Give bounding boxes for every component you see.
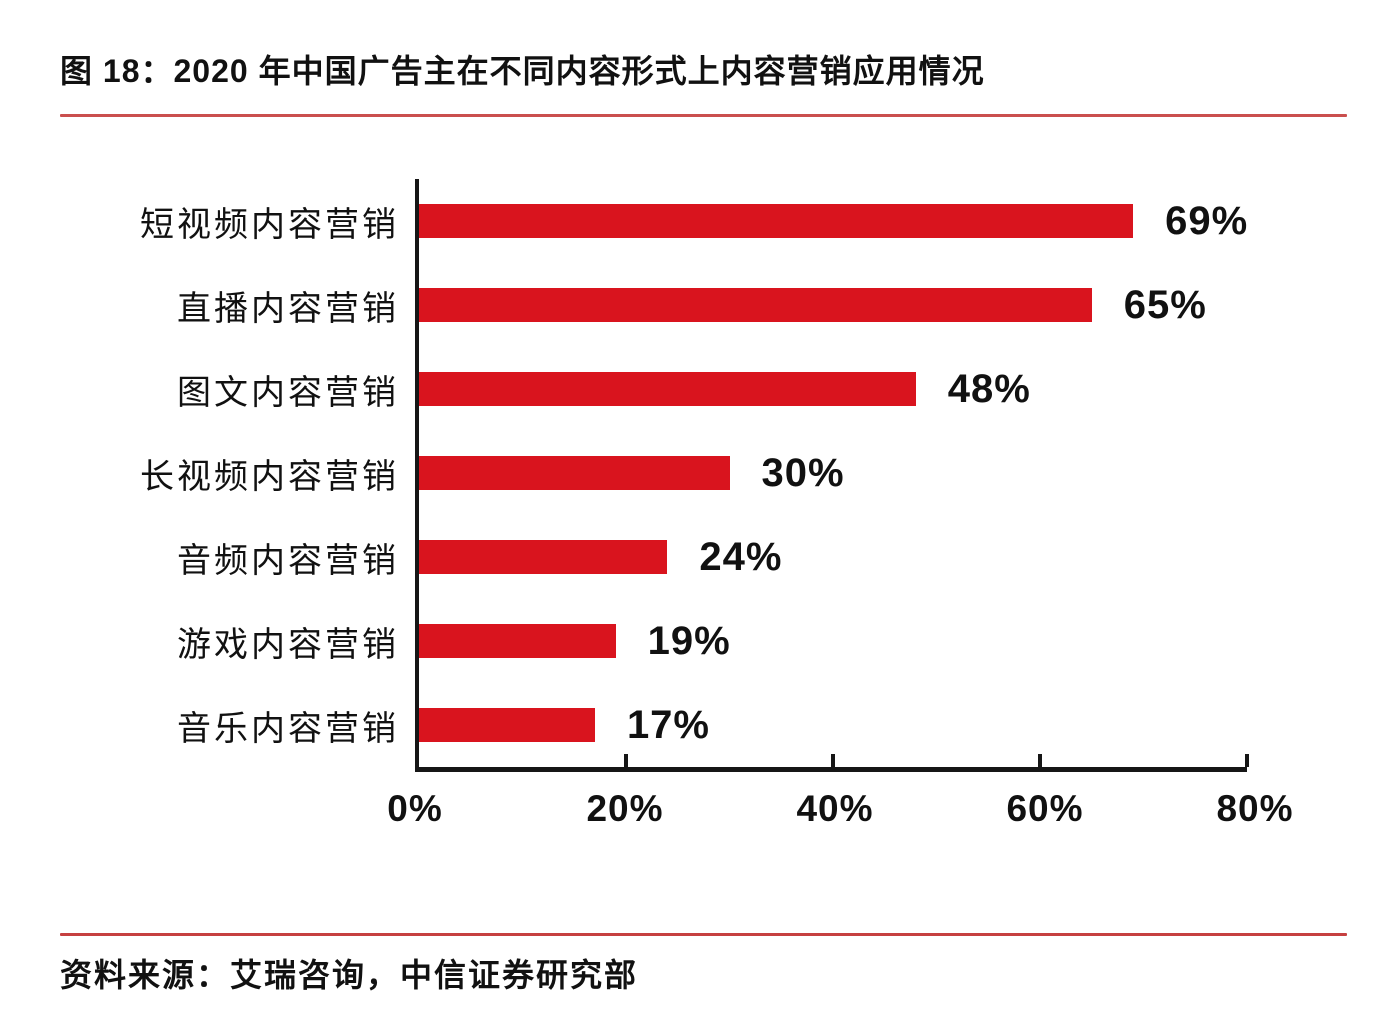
value-label: 24%: [699, 534, 783, 579]
bar-row: 48%: [419, 347, 1247, 431]
value-label: 30%: [761, 450, 845, 495]
value-label: 69%: [1165, 198, 1249, 243]
bar-row: 24%: [419, 515, 1247, 599]
bar: [419, 456, 730, 491]
x-axis-tick-label: 20%: [586, 788, 664, 830]
category-axis: 短视频内容营销直播内容营销 图文内容营销长视频内容营销音频内容营销 游戏内容营销 音乐…: [60, 179, 415, 767]
value-label: 48%: [947, 366, 1031, 411]
bar-row: 19%: [419, 599, 1247, 683]
x-axis-labels: 0% 20% 40% 60% 80%: [387, 788, 1292, 838]
x-axis-tick-label: 60%: [1006, 788, 1084, 830]
bar: [419, 708, 595, 743]
bar-row: 69%: [419, 179, 1247, 263]
bar-row: 30%: [419, 431, 1247, 515]
footer-rule: [60, 933, 1347, 936]
x-axis-tick-label: 0%: [387, 788, 443, 830]
bar: [419, 204, 1134, 239]
category-label: 直播内容营销: [177, 290, 399, 328]
figure-footer: 资料来源：艾瑞咨询，中信证券研究部: [60, 933, 1347, 996]
bar-row: 65%: [419, 263, 1247, 347]
x-axis-tick: [624, 754, 628, 768]
x-axis-tick: [831, 754, 835, 768]
category-label: 音频内容营销: [177, 542, 399, 580]
source-note: 资料来源：艾瑞咨询，中信证券研究部: [60, 957, 639, 993]
x-axis-tick-label: 40%: [796, 788, 874, 830]
bar: [419, 624, 616, 659]
x-axis-tick: [1038, 754, 1042, 768]
title-rule: [60, 114, 1347, 118]
bar-row: 17%: [419, 683, 1247, 767]
figure-title: 图 18：2020 年中国广告主在不同内容形式上内容营销应用情况: [60, 53, 985, 90]
bar-chart: 短视频内容营销直播内容营销 图文内容营销长视频内容营销音频内容营销 游戏内容营销 音乐…: [60, 179, 1347, 773]
plot-area: 69% 65% 48% 30% 24% 19% 17%: [415, 179, 1249, 773]
category-label: 图文内容营销: [177, 374, 399, 412]
value-label: 19%: [647, 618, 731, 663]
bar: [419, 288, 1092, 323]
category-label: 游戏内容营销: [177, 626, 399, 664]
bar: [419, 372, 916, 407]
category-label: 音乐内容营销: [177, 710, 399, 748]
category-label: 短视频内容营销: [140, 206, 399, 244]
bar: [419, 540, 668, 575]
x-axis-tick-label: 80%: [1216, 788, 1294, 830]
value-label: 65%: [1123, 282, 1207, 327]
value-label: 17%: [626, 702, 710, 747]
x-axis-tick: [1245, 754, 1249, 768]
category-label: 长视频内容营销: [140, 458, 399, 496]
